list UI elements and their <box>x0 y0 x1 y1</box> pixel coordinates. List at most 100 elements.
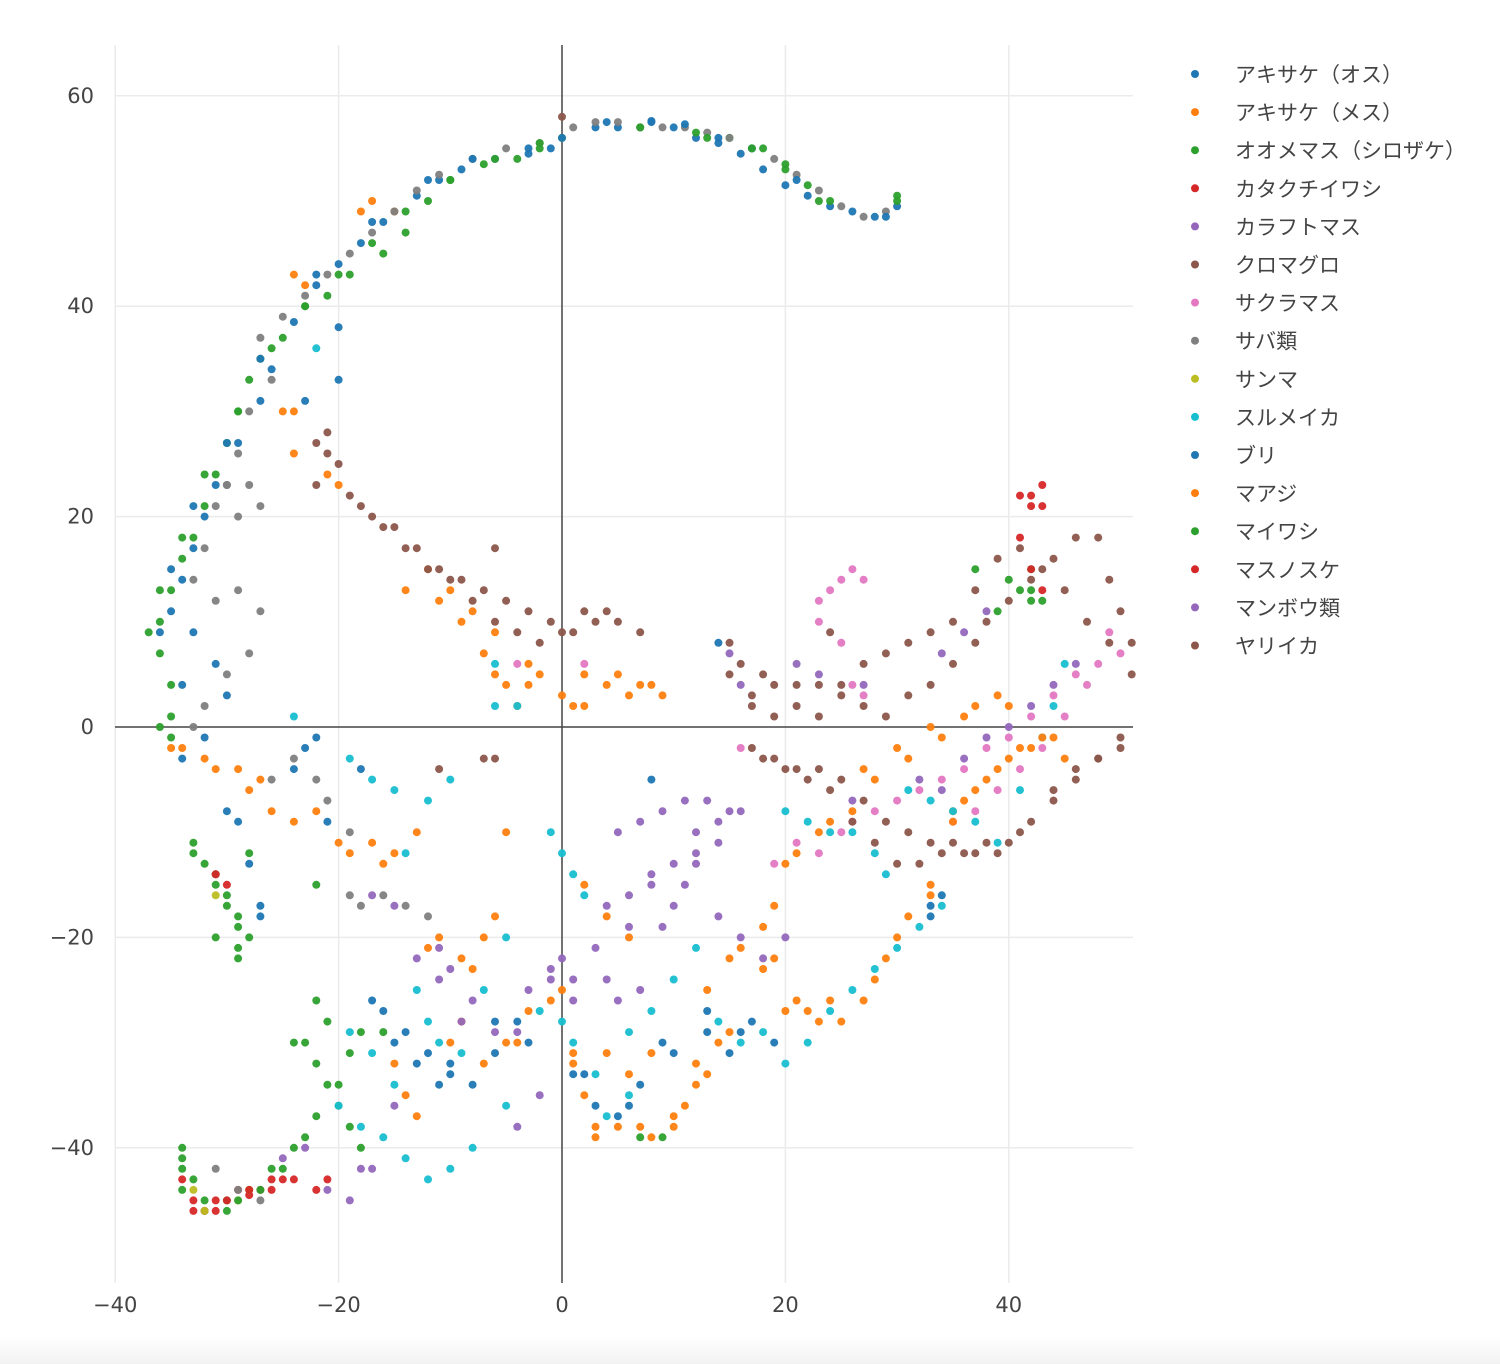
data-point[interactable] <box>792 659 801 668</box>
data-point[interactable] <box>1049 691 1058 700</box>
data-point[interactable] <box>256 1196 265 1205</box>
data-point[interactable] <box>725 1028 734 1037</box>
data-point[interactable] <box>345 828 354 837</box>
data-point[interactable] <box>814 712 823 721</box>
data-point[interactable] <box>424 565 432 574</box>
data-point[interactable] <box>502 1101 511 1110</box>
data-point[interactable] <box>167 712 176 721</box>
data-point[interactable] <box>602 1049 611 1058</box>
data-point[interactable] <box>814 617 823 626</box>
data-point[interactable] <box>211 470 220 479</box>
data-point[interactable] <box>468 996 477 1005</box>
data-point[interactable] <box>781 1059 790 1068</box>
data-point[interactable] <box>167 680 176 689</box>
data-point[interactable] <box>814 197 823 205</box>
data-point[interactable] <box>524 680 533 689</box>
data-point[interactable] <box>323 1175 332 1184</box>
data-point[interactable] <box>535 1091 544 1100</box>
data-point[interactable] <box>814 186 823 195</box>
data-point[interactable] <box>1027 565 1036 574</box>
data-point[interactable] <box>993 607 1002 616</box>
data-point[interactable] <box>167 607 176 616</box>
data-point[interactable] <box>1094 659 1103 668</box>
data-point[interactable] <box>714 912 723 921</box>
data-point[interactable] <box>848 796 857 805</box>
data-point[interactable] <box>960 849 969 858</box>
data-point[interactable] <box>502 828 511 837</box>
data-point[interactable] <box>178 1164 187 1173</box>
data-point[interactable] <box>859 702 868 710</box>
data-point[interactable] <box>401 849 410 858</box>
data-point[interactable] <box>356 901 365 910</box>
data-point[interactable] <box>747 691 756 700</box>
data-point[interactable] <box>558 628 566 637</box>
data-point[interactable] <box>289 712 298 721</box>
data-point[interactable] <box>312 733 321 742</box>
data-point[interactable] <box>591 943 600 952</box>
data-point[interactable] <box>401 1091 410 1100</box>
data-point[interactable] <box>479 986 488 994</box>
data-point[interactable] <box>424 943 432 952</box>
data-point[interactable] <box>714 638 723 647</box>
data-point[interactable] <box>1060 712 1069 721</box>
data-point[interactable] <box>591 1133 600 1142</box>
data-point[interactable] <box>859 765 868 774</box>
data-point[interactable] <box>915 922 924 931</box>
data-point[interactable] <box>211 933 220 942</box>
data-point[interactable] <box>859 659 868 668</box>
data-point[interactable] <box>479 1059 488 1068</box>
data-point[interactable] <box>569 975 578 984</box>
data-point[interactable] <box>446 1070 455 1079</box>
data-point[interactable] <box>356 502 365 511</box>
data-point[interactable] <box>323 428 332 437</box>
data-point[interactable] <box>792 176 801 184</box>
data-point[interactable] <box>222 439 231 447</box>
data-point[interactable] <box>502 144 511 153</box>
data-point[interactable] <box>234 817 243 826</box>
data-point[interactable] <box>837 1017 846 1026</box>
data-point[interactable] <box>356 1122 365 1131</box>
data-point[interactable] <box>524 659 533 668</box>
data-point[interactable] <box>1127 638 1136 647</box>
legend-item[interactable]: サンマ <box>1191 368 1298 392</box>
data-point[interactable] <box>747 144 756 153</box>
data-point[interactable] <box>491 1017 499 1026</box>
data-point[interactable] <box>401 228 410 237</box>
data-point[interactable] <box>267 365 276 374</box>
data-point[interactable] <box>491 544 499 553</box>
data-point[interactable] <box>424 796 432 805</box>
data-point[interactable] <box>1105 628 1114 637</box>
data-point[interactable] <box>312 880 321 889</box>
data-point[interactable] <box>390 1038 399 1047</box>
data-point[interactable] <box>189 723 198 731</box>
data-point[interactable] <box>178 1175 187 1184</box>
data-point[interactable] <box>993 691 1002 700</box>
data-point[interactable] <box>1071 670 1080 679</box>
data-point[interactable] <box>1038 565 1047 574</box>
data-point[interactable] <box>368 996 377 1005</box>
data-point[interactable] <box>178 554 187 563</box>
data-point[interactable] <box>870 838 879 847</box>
data-point[interactable] <box>189 1206 198 1215</box>
data-point[interactable] <box>178 575 187 584</box>
data-point[interactable] <box>781 1007 790 1015</box>
data-point[interactable] <box>245 933 254 942</box>
data-point[interactable] <box>401 586 410 595</box>
data-point[interactable] <box>736 1038 745 1047</box>
data-point[interactable] <box>301 281 310 290</box>
legend-item[interactable]: マスノスケ <box>1191 558 1340 582</box>
data-point[interactable] <box>155 649 164 658</box>
data-point[interactable] <box>1004 838 1013 847</box>
data-point[interactable] <box>256 607 265 616</box>
data-point[interactable] <box>591 118 600 127</box>
data-point[interactable] <box>770 680 779 689</box>
data-point[interactable] <box>334 260 343 269</box>
data-point[interactable] <box>848 817 857 826</box>
data-point[interactable] <box>848 828 857 837</box>
data-point[interactable] <box>736 744 745 752</box>
data-point[interactable] <box>234 1196 243 1205</box>
data-point[interactable] <box>926 880 935 889</box>
data-point[interactable] <box>144 628 153 637</box>
data-point[interactable] <box>814 828 823 837</box>
data-point[interactable] <box>692 1059 700 1068</box>
